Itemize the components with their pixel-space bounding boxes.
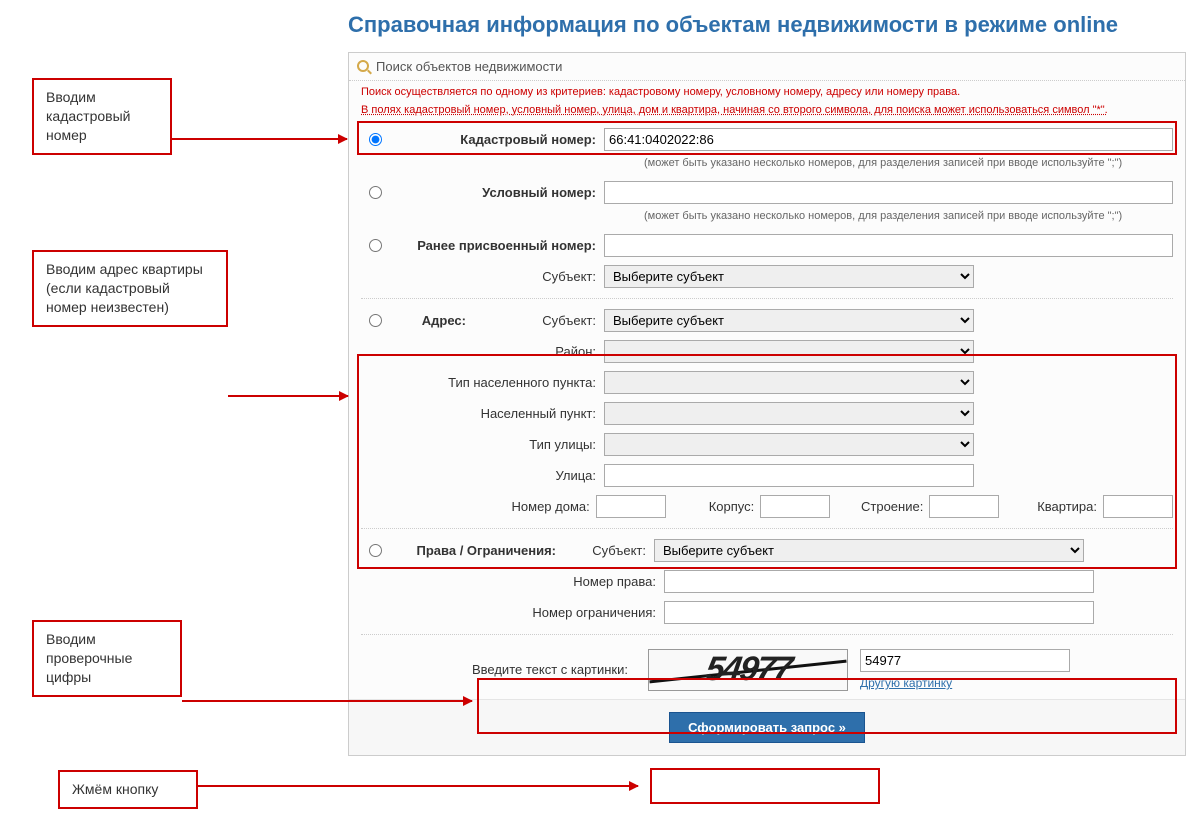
input-previous[interactable] <box>604 234 1173 257</box>
callout-address: Вводим адрес квартиры (если кадастровый … <box>32 250 228 327</box>
select-punkt[interactable] <box>604 402 974 425</box>
label-cadastr: Кадастровый номер: <box>389 132 604 147</box>
submit-button[interactable]: Сформировать запрос » <box>669 712 865 743</box>
label-raion: Район: <box>389 344 604 359</box>
label-kvartira: Квартира: <box>1005 499 1097 514</box>
callout-cadastr: Вводим кадастровый номер <box>32 78 172 155</box>
select-stype[interactable] <box>604 433 974 456</box>
input-house[interactable] <box>596 495 666 518</box>
label-house: Номер дома: <box>393 499 590 514</box>
radio-previous[interactable] <box>369 239 382 252</box>
arrow-3 <box>182 700 472 702</box>
radio-conditional[interactable] <box>369 186 382 199</box>
radio-address[interactable] <box>369 314 382 327</box>
input-captcha[interactable] <box>860 649 1070 672</box>
label-conditional: Условный номер: <box>389 185 604 200</box>
label-rights-num: Номер права: <box>389 574 664 589</box>
label-captcha: Введите текст с картинки: <box>361 662 636 677</box>
search-icon <box>357 60 371 74</box>
select-rights-subject[interactable]: Выберите субъект <box>654 539 1084 562</box>
highlight-submit <box>650 768 880 804</box>
radio-rights[interactable] <box>369 544 382 557</box>
input-korpus[interactable] <box>760 495 830 518</box>
label-rights-limit: Номер ограничения: <box>389 605 664 620</box>
input-stroenie[interactable] <box>929 495 999 518</box>
label-addr-subject: Субъект: <box>474 313 604 328</box>
callout-captcha: Вводим проверочные цифры <box>32 620 182 697</box>
select-addr-subject[interactable]: Выберите субъект <box>604 309 974 332</box>
radio-cadastr[interactable] <box>369 133 382 146</box>
label-address: Адрес: <box>389 313 474 328</box>
input-kvartira[interactable] <box>1103 495 1173 518</box>
input-rights-limit[interactable] <box>664 601 1094 624</box>
link-refresh-captcha[interactable]: Другую картинку <box>860 676 1070 690</box>
panel-header: Поиск объектов недвижимости <box>349 53 1185 81</box>
arrow-4 <box>198 785 638 787</box>
select-raion[interactable] <box>604 340 974 363</box>
warning-line-1: Поиск осуществляется по одному из критер… <box>349 81 1185 99</box>
warning-line-2: В полях кадастровый номер, условный номе… <box>349 99 1185 117</box>
arrow-2 <box>228 395 348 397</box>
label-stroenie: Строение: <box>836 499 923 514</box>
input-cadastr[interactable] <box>604 128 1173 151</box>
search-panel: Поиск объектов недвижимости Поиск осущес… <box>348 52 1186 756</box>
callout-submit: Жмём кнопку <box>58 770 198 809</box>
label-rights: Права / Ограничения: <box>389 543 564 558</box>
label-korpus: Корпус: <box>672 499 755 514</box>
label-stype: Тип улицы: <box>389 437 604 452</box>
input-street[interactable] <box>604 464 974 487</box>
hint-conditional: (может быть указано несколько номеров, д… <box>349 208 1185 230</box>
page-title: Справочная информация по объектам недвиж… <box>348 12 1118 38</box>
label-ptype: Тип населенного пункта: <box>389 375 604 390</box>
label-rights-subject: Субъект: <box>564 543 654 558</box>
hint-cadastr: (может быть указано несколько номеров, д… <box>349 155 1185 177</box>
label-punkt: Населенный пункт: <box>389 406 604 421</box>
input-rights-num[interactable] <box>664 570 1094 593</box>
panel-header-text: Поиск объектов недвижимости <box>376 59 562 74</box>
arrow-1 <box>172 138 347 140</box>
select-ptype[interactable] <box>604 371 974 394</box>
label-prev-subject: Субъект: <box>389 269 604 284</box>
captcha-image: 54977 <box>648 649 848 691</box>
label-street: Улица: <box>389 468 604 483</box>
input-conditional[interactable] <box>604 181 1173 204</box>
label-previous: Ранее присвоенный номер: <box>389 238 604 253</box>
captcha-digits: 54977 <box>703 650 793 689</box>
select-prev-subject[interactable]: Выберите субъект <box>604 265 974 288</box>
